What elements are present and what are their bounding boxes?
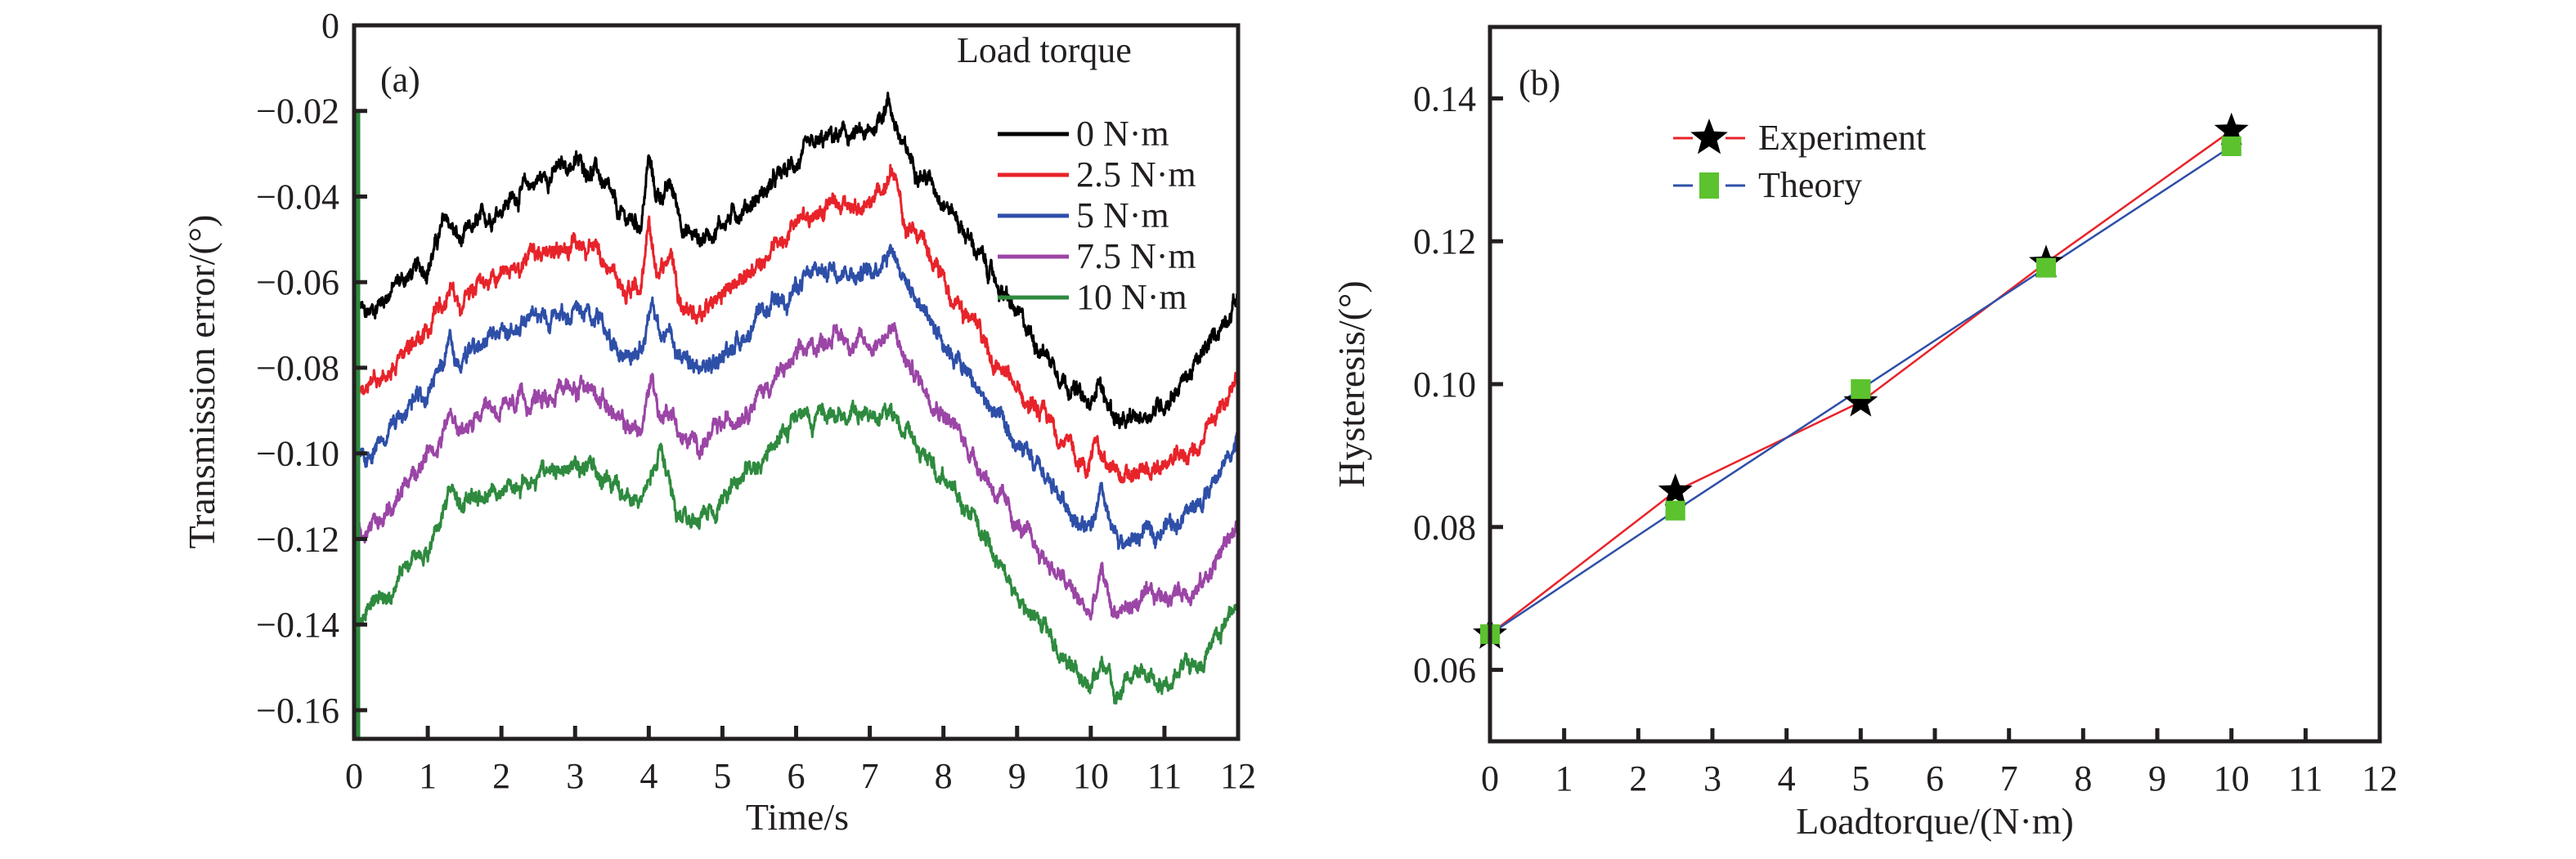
- legend-entry-label: 10 N·m: [1076, 277, 1187, 317]
- experiment-point-marker: [1843, 383, 1878, 417]
- panel-b-x-tick-label: 12: [2362, 758, 2398, 799]
- panel-b-frame: [1488, 25, 2382, 744]
- series-line-0nm: [352, 92, 1240, 430]
- panel-a-x-tick-label: 9: [1008, 756, 1026, 796]
- experiment-point-marker: [2214, 112, 2249, 145]
- series-line-5nm: [352, 244, 1239, 550]
- panel-a-x-tick-label: 8: [935, 756, 953, 796]
- legend-entry-label: 5 N·m: [1076, 195, 1169, 235]
- panel-b-x-tick-label: 6: [1926, 758, 1944, 799]
- panel-a-ticks: 0 1 2 3 4 5 6 7 8 9 10 11 120−0.02−0.04−0.06−0.08−0.…: [256, 6, 1256, 796]
- panel-a-label: (a): [380, 60, 420, 100]
- panel-a-x-tick-label: 0: [345, 756, 363, 796]
- theory-point-marker: [2036, 257, 2056, 278]
- panel-a-x-tick-label: 6: [788, 756, 806, 796]
- panel-a-x-tick-label: 1: [419, 756, 437, 796]
- panel-b-ticks: 0 1 2 3 4 5 6 7 8 9 10 11 120.060.080.100.120.14: [1413, 78, 2398, 799]
- legend-square-icon: [1699, 172, 1719, 199]
- panel-b-x-tick-label: 8: [2074, 758, 2092, 799]
- panel-b-x-tick-label: 2: [1629, 758, 1647, 799]
- panel-a-y-tick-label: 0: [321, 6, 339, 46]
- panel-b-x-tick-label: 3: [1703, 758, 1721, 799]
- panel-a-series-group: [352, 92, 1240, 739]
- panel-b-x-tick-label: 9: [2148, 758, 2166, 799]
- legend-entry-label: Theory: [1758, 165, 1862, 205]
- theory-point-marker: [2221, 136, 2242, 156]
- panel-a-y-tick-label: −0.04: [256, 177, 339, 217]
- panel-a-y-tick-label: −0.14: [256, 605, 339, 645]
- panel-b-x-tick-label: 10: [2214, 758, 2250, 799]
- experiment-point-marker: [1658, 473, 1693, 506]
- panel-a-x-tick-label: 4: [640, 756, 657, 796]
- panel-b-x-tick-label: 5: [1851, 758, 1869, 799]
- legend-entry-label: 2.5 N·m: [1076, 154, 1196, 195]
- panel-a-y-tick-label: −0.12: [256, 519, 339, 559]
- panel-b-y-tick-label: 0.06: [1413, 651, 1476, 691]
- panel-a-y-axis-title: Transmission error/(°): [181, 215, 222, 549]
- panel-a-x-tick-label: 7: [861, 756, 879, 796]
- panel-a-y-tick-label: −0.08: [256, 348, 339, 388]
- legend-entry-label: 7.5 N·m: [1076, 236, 1196, 276]
- panel-a-x-tick-label: 2: [492, 756, 510, 796]
- panel-b-x-tick-label: 0: [1481, 758, 1499, 799]
- panel-a-x-tick-label: 11: [1147, 756, 1182, 796]
- panel-a-x-tick-label: 12: [1220, 756, 1256, 796]
- panel-b-x-axis-title: Loadtorque/(N·m): [1796, 800, 2074, 842]
- panel-a-y-tick-label: −0.06: [256, 262, 339, 302]
- panel-a-x-tick-label: 3: [566, 756, 584, 796]
- panel-b-y-tick-label: 0.08: [1413, 508, 1476, 548]
- panel-a-y-tick-label: −0.02: [256, 92, 339, 132]
- panel-b-legend: Experiment Theory: [1673, 118, 1926, 205]
- panel-a-y-tick-label: −0.10: [256, 434, 339, 474]
- panel-b-x-tick-label: 4: [1778, 758, 1796, 799]
- series-line-10nm: [352, 399, 1240, 705]
- panel-b-y-tick-label: 0.14: [1413, 78, 1476, 119]
- panel-b-y-tick-label: 0.10: [1413, 365, 1476, 405]
- panel-a-legend: Load torque 0 N·m2.5 N·m5 N·m7.5 N·m10 N…: [957, 30, 1196, 317]
- series-line-7.5nm: [352, 322, 1240, 621]
- panel-a-y-tick-label: −0.16: [256, 691, 339, 731]
- series-line-2.5nm: [352, 163, 1240, 484]
- panel-a-x-axis-title: Time/s: [746, 796, 849, 838]
- panel-b-y-tick-label: 0.12: [1413, 221, 1476, 262]
- panel-a-legend-title: Load torque: [957, 30, 1132, 70]
- panel-b-hysteresis: 0 1 2 3 4 5 6 7 8 9 10 11 120.060.080.100.120.14 (b)…: [1331, 25, 2398, 842]
- panel-b-label: (b): [1519, 63, 1560, 103]
- panel-a-transmission-error: 0 1 2 3 4 5 6 7 8 9 10 11 120−0.02−0.04−0.06−0.08−0.…: [181, 6, 1256, 838]
- legend-star-icon: [1690, 119, 1728, 154]
- theory-point-marker: [1665, 500, 1685, 521]
- panel-b-x-tick-label: 7: [2000, 758, 2018, 799]
- theory-point-marker: [1851, 379, 1871, 400]
- panel-b-y-axis-title: Hysteresis/(°): [1331, 280, 1372, 487]
- panel-b-x-tick-label: 1: [1555, 758, 1573, 799]
- panel-b-x-tick-label: 11: [2288, 758, 2322, 799]
- legend-entry-label: Experiment: [1758, 118, 1926, 158]
- panel-a-x-tick-label: 5: [713, 756, 731, 796]
- legend-entry-label: 0 N·m: [1076, 114, 1169, 154]
- panel-a-x-tick-label: 10: [1073, 756, 1109, 796]
